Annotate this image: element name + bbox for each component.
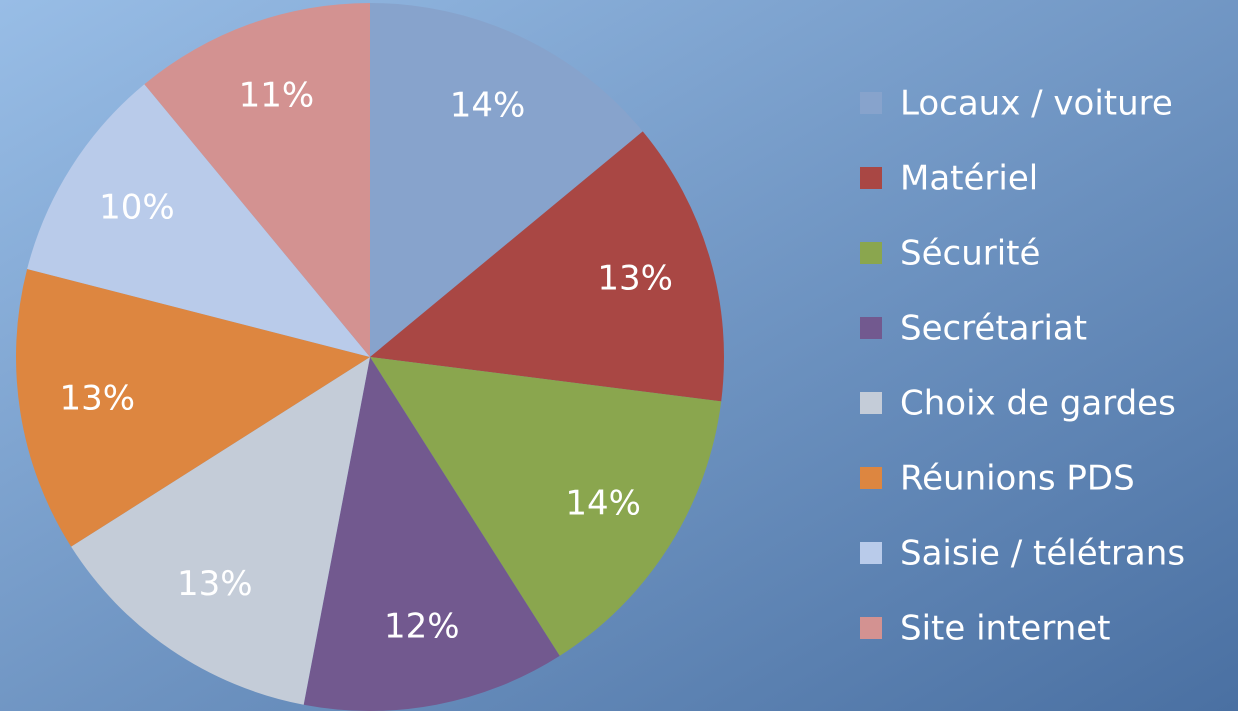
legend-swatch [860, 167, 882, 189]
value-label: 13% [59, 379, 135, 419]
legend-swatch [860, 317, 882, 339]
legend-swatch [860, 392, 882, 414]
value-label: 12% [384, 607, 460, 647]
value-label: 10% [99, 188, 175, 228]
pie-slice [16, 268, 370, 547]
pie-slice [370, 131, 724, 402]
legend-swatch [860, 467, 882, 489]
legend-label: Sécurité [900, 234, 1040, 274]
legend-label: Saisie / télétrans [900, 534, 1185, 574]
legend-swatch [860, 617, 882, 639]
pie-slice [27, 84, 371, 357]
value-label: 14% [450, 86, 526, 126]
legend-label: Réunions PDS [900, 459, 1135, 499]
legend-label: Site internet [900, 609, 1111, 649]
pie-slice [370, 357, 722, 656]
pie-slice [144, 3, 370, 357]
legend-label: Secrétariat [900, 309, 1087, 349]
pie-slice [370, 3, 643, 357]
legend-label: Locaux / voiture [900, 84, 1173, 124]
value-label: 13% [177, 564, 253, 604]
pie-slice [303, 357, 560, 711]
value-label: 13% [597, 258, 673, 298]
legend-label: Choix de gardes [900, 384, 1176, 424]
pie-slice [71, 357, 371, 705]
legend-label: Matériel [900, 159, 1038, 199]
legend-swatch [860, 242, 882, 264]
legend-swatch [860, 92, 882, 114]
value-label: 14% [565, 483, 641, 523]
legend-swatch [860, 542, 882, 564]
value-label: 11% [239, 76, 315, 116]
